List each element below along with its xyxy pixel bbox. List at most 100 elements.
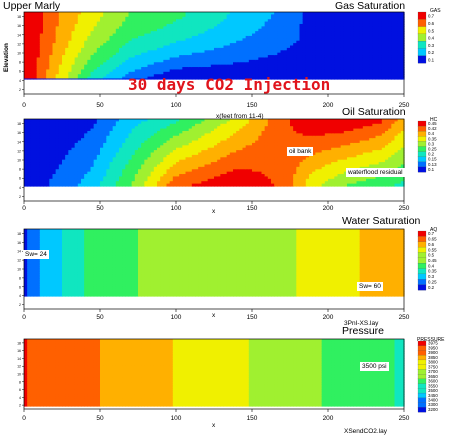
gas-contour-cell xyxy=(74,59,79,63)
gas-contour-cell xyxy=(163,50,168,54)
gas-contour-cell xyxy=(46,55,50,59)
gas-contour-cell xyxy=(239,52,244,56)
gas-contour-cell xyxy=(55,55,60,59)
gas-contour-cell xyxy=(267,52,272,56)
gas-contour-cell xyxy=(369,21,373,25)
gas-contour-cell xyxy=(315,23,320,27)
gas-contour-cell xyxy=(328,19,332,23)
oil-contour-cell xyxy=(77,164,82,168)
gas-contour-cell xyxy=(236,38,240,42)
gas-contour-cell xyxy=(100,50,104,54)
gas-contour-cell xyxy=(182,55,187,59)
gas-contour-cell xyxy=(340,76,345,80)
gas-contour-cell xyxy=(160,71,164,75)
oil-contour-cell xyxy=(68,183,73,187)
gas-contour-cell xyxy=(166,21,171,25)
gas-contour-cell xyxy=(362,50,367,54)
oil-contour-cell xyxy=(52,121,57,125)
gas-contour-cell xyxy=(68,76,73,80)
gas-contour-cell xyxy=(62,21,66,25)
gas-contour-cell xyxy=(185,33,190,37)
oil-contour-cell xyxy=(62,164,66,168)
oil-contour-cell xyxy=(46,128,50,132)
gas-contour-cell xyxy=(312,64,316,68)
oil-contour-cell xyxy=(52,171,57,175)
gas-contour-cell xyxy=(305,43,310,47)
gas-contour-cell xyxy=(141,33,145,37)
gas-contour-cell xyxy=(236,19,240,23)
gas-contour-cell xyxy=(106,74,111,78)
gas-contour-cell xyxy=(264,67,269,71)
oil-contour-cell xyxy=(100,178,104,182)
gas-contour-cell xyxy=(280,62,285,66)
gas-contour-cell xyxy=(252,21,256,25)
oil-contour-cell xyxy=(84,145,88,149)
oil-contour-cell xyxy=(77,162,82,166)
oil-contour-cell xyxy=(68,174,73,178)
gas-contour-cell xyxy=(372,21,377,25)
gas-contour-cell xyxy=(305,19,310,23)
gas-contour-cell xyxy=(318,71,323,75)
oil-contour-cell xyxy=(103,162,107,166)
gas-contour-cell xyxy=(305,50,310,54)
oil-contour-cell xyxy=(93,133,98,137)
gas-contour-cell xyxy=(331,45,335,49)
oil-contour-cell xyxy=(58,145,63,149)
gas-contour-cell xyxy=(49,55,54,59)
gas-contour-cell xyxy=(248,52,253,56)
gas-contour-cell xyxy=(27,40,31,44)
gas-contour-cell xyxy=(65,23,69,27)
gas-contour-cell xyxy=(176,40,180,44)
gas-contour-cell xyxy=(188,64,193,68)
oil-contour-cell xyxy=(100,150,104,154)
gas-contour-cell xyxy=(226,57,231,61)
gas-contour-cell xyxy=(157,16,161,20)
gas-contour-cell xyxy=(293,31,297,35)
gas-contour-cell xyxy=(74,12,79,15)
gas-contour-cell xyxy=(239,74,244,78)
gas-contour-cell xyxy=(62,62,66,66)
gas-contour-cell xyxy=(286,40,291,44)
gas-contour-cell xyxy=(397,62,402,66)
gas-contour-cell xyxy=(207,55,212,59)
gas-contour-cell xyxy=(248,12,253,15)
oil-contour-cell xyxy=(65,171,69,175)
gas-contour-cell xyxy=(157,35,161,39)
gas-contour-cell xyxy=(100,52,104,56)
gas-contour-cell xyxy=(74,76,79,80)
gas-y-tick-label: 4 xyxy=(19,79,21,83)
gas-contour-cell xyxy=(239,16,244,20)
gas-contour-cell xyxy=(144,26,149,30)
gas-contour-cell xyxy=(391,35,396,39)
gas-contour-cell xyxy=(274,43,278,47)
gas-contour-cell xyxy=(46,64,50,68)
gas-contour-cell xyxy=(87,23,92,27)
gas-contour-cell xyxy=(337,35,342,39)
gas-contour-cell xyxy=(182,71,187,75)
gas-contour-cell xyxy=(264,74,269,78)
gas-contour-cell xyxy=(264,19,269,23)
gas-contour-cell xyxy=(318,31,323,35)
gas-contour-cell xyxy=(150,31,155,35)
gas-contour-cell xyxy=(115,64,120,68)
gas-contour-cell xyxy=(68,16,73,20)
gas-contour-cell xyxy=(388,16,392,20)
gas-contour-cell xyxy=(27,26,31,30)
gas-contour-cell xyxy=(30,50,35,54)
gas-contour-cell xyxy=(343,47,348,51)
oil-contour-cell xyxy=(49,147,54,151)
gas-contour-cell xyxy=(131,21,136,25)
gas-contour-cell xyxy=(160,67,164,71)
gas-contour-cell xyxy=(296,33,301,37)
oil-contour-cell xyxy=(87,183,92,187)
gas-contour-cell xyxy=(252,74,256,78)
gas-contour-cell xyxy=(236,31,240,35)
gas-contour-cell xyxy=(176,38,180,42)
gas-contour-cell xyxy=(252,23,256,27)
gas-contour-cell xyxy=(169,55,174,59)
gas-contour-cell xyxy=(84,45,88,49)
gas-contour-cell xyxy=(55,40,60,44)
gas-contour-cell xyxy=(128,62,133,66)
oil-contour-cell xyxy=(36,152,41,156)
gas-contour-cell xyxy=(372,14,377,18)
